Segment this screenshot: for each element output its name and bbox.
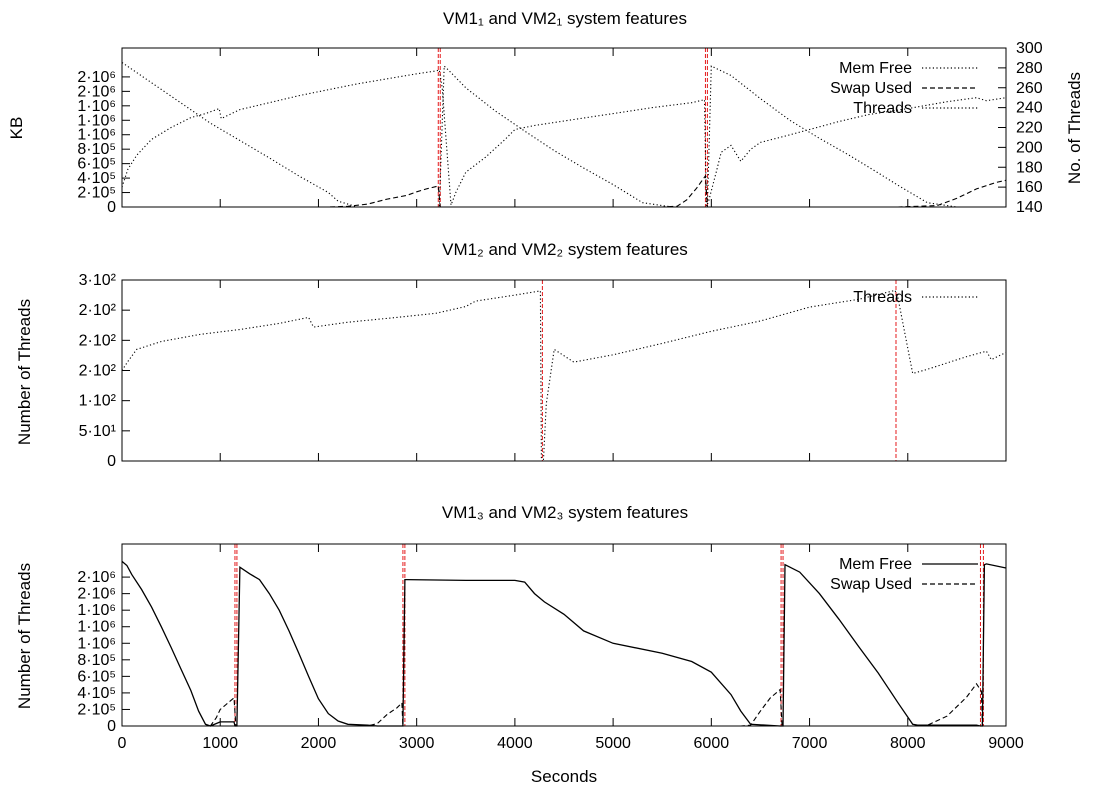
ytick-label: 2·10⁵	[77, 701, 116, 718]
panel-1-frame	[121, 47, 1007, 208]
xtick-label: 3000	[399, 735, 435, 752]
panel-1: VM1₁ and VM2₁ system features KB No. of …	[7, 9, 1084, 216]
ytick-label: 1·10⁶	[77, 127, 116, 144]
ytick-label: 1·10⁶	[77, 112, 116, 129]
ytick-label: 3·10²	[79, 272, 117, 289]
y2tick-label: 220	[1016, 120, 1043, 137]
ytick-label: 1·10⁶	[77, 635, 116, 652]
panel-1-y2label: No. of Threads	[1065, 72, 1084, 184]
ytick-label: 1·10⁶	[77, 98, 116, 115]
panel-2-title: VM1₂ and VM2₂ system features	[442, 240, 688, 259]
ytick-label: 0	[107, 199, 116, 216]
xtick-label: 0	[118, 735, 127, 752]
y2tick-label: 140	[1016, 199, 1043, 216]
panel-1-legend: Mem Free Swap Used Threads	[830, 60, 978, 117]
ytick-label: 2·10⁶	[77, 586, 116, 603]
series-threads	[121, 289, 1007, 462]
ytick-label: 2·10⁶	[77, 83, 116, 100]
ytick-label: 0	[107, 453, 116, 470]
ytick-label: 0	[107, 718, 116, 735]
y2tick-label: 280	[1016, 60, 1043, 77]
panel-3: VM1₃ and VM2₃ system features Number of …	[15, 503, 1024, 786]
series-swap-used	[122, 174, 1007, 208]
xtick-label: 9000	[988, 735, 1024, 752]
ytick-label: 1·10²	[79, 393, 117, 410]
panel-2-ticks: 0 5·10¹ 1·10² 2·10² 2·10² 2·10² 3·10²	[79, 272, 1007, 470]
ytick-label: 1·10⁶	[77, 602, 116, 619]
xtick-label: 2000	[301, 735, 337, 752]
legend-label: Threads	[853, 100, 912, 117]
ytick-label: 1·10⁶	[77, 619, 116, 636]
panel-2-series	[121, 280, 1007, 462]
panel-1-title: VM1₁ and VM2₁ system features	[443, 9, 687, 28]
xtick-label: 4000	[497, 735, 533, 752]
panel-3-xlabel: Seconds	[531, 767, 597, 786]
y2tick-label: 300	[1016, 40, 1043, 57]
y2tick-label: 260	[1016, 80, 1043, 97]
y2tick-label: 200	[1016, 139, 1043, 156]
panel-2-frame	[121, 279, 1007, 462]
panel-3-legend: Mem Free Swap Used	[830, 556, 978, 593]
legend-label: Threads	[853, 289, 912, 306]
ytick-label: 2·10⁶	[77, 69, 116, 86]
ytick-label: 2·10²	[79, 332, 117, 349]
ytick-label: 8·10⁵	[77, 141, 116, 158]
legend-label: Swap Used	[830, 576, 912, 593]
legend-label: Mem Free	[839, 60, 912, 77]
xtick-label: 1000	[202, 735, 238, 752]
ytick-label: 5·10¹	[79, 423, 116, 440]
xtick-label: 6000	[694, 735, 730, 752]
ytick-label: 2·10²	[79, 302, 117, 319]
panel-2-ylabel: Number of Threads	[15, 299, 34, 445]
ytick-label: 4·10⁵	[77, 685, 116, 702]
y2tick-label: 160	[1016, 179, 1043, 196]
panel-3-ylabel: Number of Threads	[15, 563, 34, 709]
y2tick-label: 240	[1016, 100, 1043, 117]
xtick-label: 5000	[595, 735, 631, 752]
ytick-label: 6·10⁵	[77, 668, 116, 685]
ytick-label: 8·10⁵	[77, 652, 116, 669]
legend-label: Swap Used	[830, 80, 912, 97]
ytick-label: 2·10⁵	[77, 185, 116, 202]
xtick-label: 8000	[890, 735, 926, 752]
series-swap-used	[122, 682, 1006, 727]
ytick-label: 2·10⁶	[77, 569, 116, 586]
ytick-label: 4·10⁵	[77, 170, 116, 187]
ytick-label: 6·10⁵	[77, 156, 116, 173]
panel-2-legend: Threads	[853, 289, 978, 306]
y2tick-label: 180	[1016, 159, 1043, 176]
series-threads	[121, 69, 1007, 207]
xtick-label: 7000	[792, 735, 828, 752]
panel-3-title: VM1₃ and VM2₃ system features	[442, 503, 688, 522]
panel-1-ylabel: KB	[7, 117, 26, 140]
ytick-label: 2·10²	[79, 363, 117, 380]
panel-3-frame	[121, 543, 1007, 727]
panel-2: VM1₂ and VM2₂ system features Number of …	[15, 240, 1007, 470]
legend-label: Mem Free	[839, 556, 912, 573]
panel-1-ticks: 02·10⁵4·10⁵6·10⁵8·10⁵1·10⁶1·10⁶1·10⁶2·10…	[77, 40, 1042, 216]
panel-3-ticks: 02·10⁵4·10⁵6·10⁵8·10⁵1·10⁶1·10⁶1·10⁶2·10…	[77, 544, 1024, 752]
